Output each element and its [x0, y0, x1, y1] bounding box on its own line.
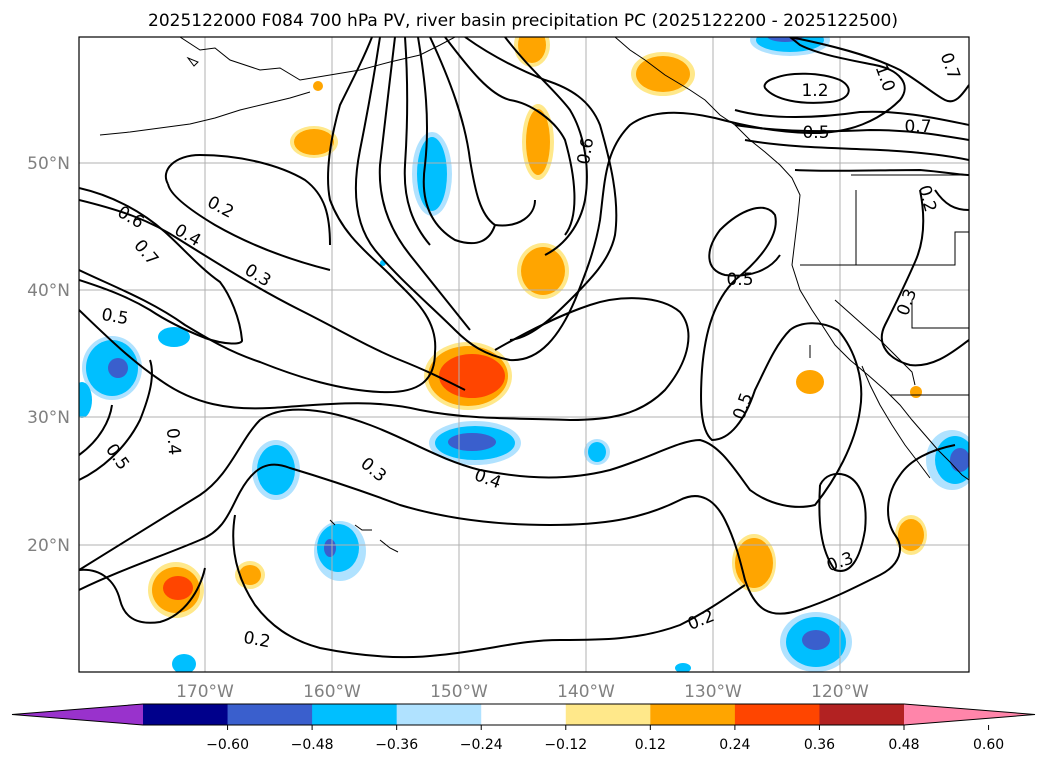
- map-frame: [78, 36, 970, 673]
- colorbar-tick-label: 0.60: [973, 737, 1004, 753]
- colorbar-extend-min: [12, 704, 143, 725]
- colorbar-tick-label: −0.12: [544, 737, 587, 753]
- colorbar-outline: [11, 703, 1036, 726]
- precip-negative-blob: [158, 327, 190, 347]
- precip-positive-blob: [439, 354, 505, 398]
- contour-label: 0.5: [100, 305, 130, 329]
- colorbar-tick-label: −0.24: [460, 737, 503, 753]
- pv-contours: [79, 37, 969, 659]
- precip-negative-blob: [79, 382, 92, 418]
- precip-positive-blob: [163, 576, 193, 600]
- contour-label: 0.6: [574, 136, 598, 166]
- colorbar-segment: [650, 704, 736, 725]
- colorbar-segment: [734, 704, 820, 725]
- colorbar: −0.60 −0.48 −0.36 −0.24 −0.12 0.12 0.24 0.36 0.4…: [11, 703, 1036, 753]
- colorbar-tick-label: 0.48: [888, 737, 919, 753]
- precip-negative-blob: [588, 442, 606, 462]
- precip-positive-blob: [526, 109, 550, 175]
- colorbar-tick-label: −0.36: [375, 737, 418, 753]
- precip-negative-blob: [257, 445, 295, 495]
- lon-tick-label: 130°W: [684, 682, 742, 702]
- lon-tick-label: 160°W: [303, 682, 361, 702]
- lon-tick-label: 170°W: [176, 682, 234, 702]
- precip-negative-blob: [767, 37, 803, 42]
- lat-tick-label: 30°N: [27, 408, 70, 428]
- contour-label: 0.2: [242, 628, 272, 652]
- colorbar-segment: [565, 704, 651, 725]
- precip-negative-blob: [172, 654, 196, 672]
- precip-negative-blob: [317, 524, 359, 572]
- lon-tick-label: 120°W: [811, 682, 869, 702]
- precip-positive-blob: [910, 386, 922, 398]
- contour-label: 1.2: [801, 81, 828, 101]
- precip-negative-blob: [950, 448, 969, 472]
- precip-positive-blob: [796, 370, 824, 394]
- contour-label: 0.5: [726, 270, 753, 290]
- contour-label: 0.7: [904, 117, 931, 137]
- precip-negative-blob: [448, 433, 496, 451]
- precip-positive-blob: [294, 129, 334, 155]
- colorbar-segment: [819, 704, 905, 725]
- coastlines: [99, 37, 969, 553]
- colorbar-segment: [481, 704, 567, 725]
- map-area: 0.6 0.4 0.7 0.2 0.3 0.5 0.4 0.5 0.3 0.4 …: [79, 37, 969, 672]
- colorbar-tick-label: −0.60: [206, 737, 249, 753]
- contour-label: 0.5: [802, 123, 829, 143]
- precip-negative-blob: [108, 358, 128, 378]
- precip-negative-blob: [802, 630, 830, 650]
- precip-positive-blob: [521, 247, 565, 295]
- colorbar-segment: [396, 704, 482, 725]
- colorbar-extend-max: [904, 704, 1035, 725]
- precip-positive-blob: [239, 565, 261, 585]
- precip-negative-blob: [675, 663, 691, 672]
- gridlines: [79, 37, 969, 672]
- lat-tick-label: 20°N: [27, 536, 70, 556]
- lon-tick-label: 140°W: [557, 682, 615, 702]
- lat-tick-label: 50°N: [27, 154, 70, 174]
- colorbar-tick-label: 0.12: [635, 737, 666, 753]
- lat-tick-label: 40°N: [27, 281, 70, 301]
- precip-positive-blob: [313, 81, 323, 91]
- precip-positive-blob: [518, 37, 546, 63]
- colorbar-segment: [312, 704, 398, 725]
- colorbar-segment: [227, 704, 313, 725]
- colorbar-segment: [143, 704, 229, 725]
- colorbar-tick-label: −0.48: [291, 737, 334, 753]
- chart-title: 2025122000 F084 700 hPa PV, river basin …: [148, 11, 898, 31]
- lon-axis: 170°W 160°W 150°W 140°W 130°W 120°W: [176, 682, 869, 702]
- lon-tick-label: 150°W: [430, 682, 488, 702]
- precip-shading: [79, 37, 969, 672]
- precip-negative-blob: [417, 137, 447, 211]
- precip-positive-blob: [898, 519, 924, 551]
- contour-label: 0.4: [162, 427, 184, 456]
- lat-axis: 50°N 40°N 30°N 20°N: [27, 154, 70, 556]
- colorbar-tick-label: 0.24: [719, 737, 750, 753]
- colorbar-tick-label: 0.36: [804, 737, 835, 753]
- precip-negative-blob: [324, 539, 336, 557]
